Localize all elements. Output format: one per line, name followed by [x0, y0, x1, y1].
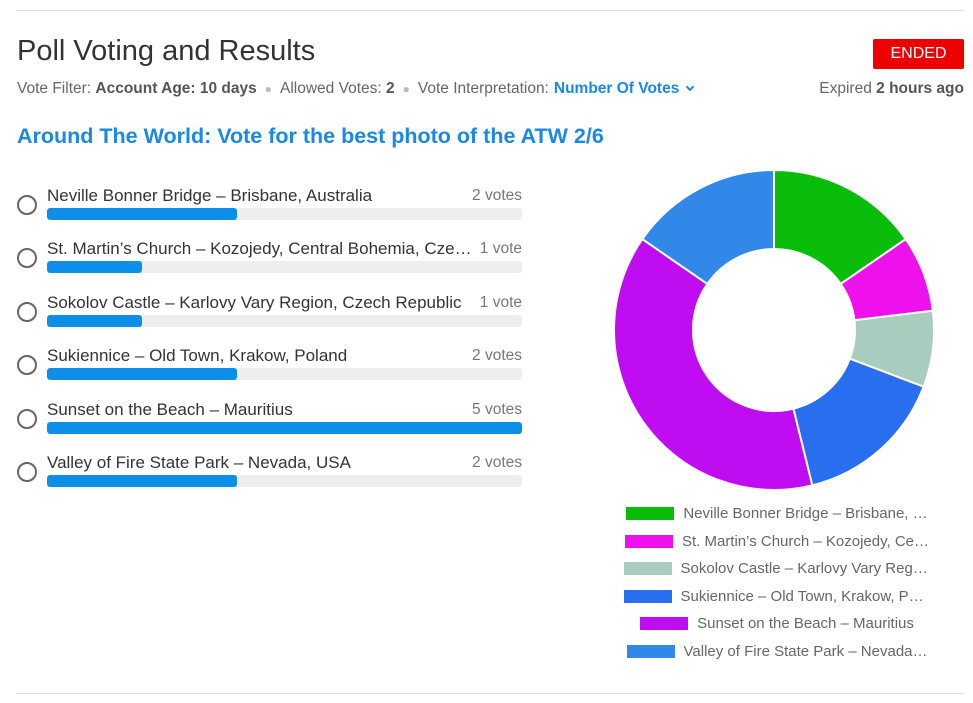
- option-label: Neville Bonner Bridge – Brisbane, Austra…: [47, 186, 373, 205]
- expired-value: 2 hours ago: [876, 80, 964, 97]
- status-badge: ENDED: [873, 39, 964, 69]
- legend-item[interactable]: Sunset on the Beach – Mauritius: [612, 610, 942, 638]
- option-label: Sokolov Castle – Karlovy Vary Region, Cz…: [47, 293, 462, 312]
- bottom-divider: [17, 693, 964, 694]
- vote-bar-fill: [47, 261, 142, 273]
- legend-swatch: [640, 617, 689, 631]
- vote-bar-fill: [47, 208, 237, 220]
- legend-item[interactable]: Neville Bonner Bridge – Brisbane, …: [612, 500, 942, 528]
- option-vote-count: 2 votes: [472, 187, 522, 204]
- poll-option[interactable]: Sokolov Castle – Karlovy Vary Region, Cz…: [17, 293, 522, 333]
- expiry-info: Expired 2 hours ago: [819, 80, 964, 98]
- legend-label: St. Martin’s Church – Kozojedy, Ce…: [681, 532, 930, 550]
- vote-bar-fill: [47, 315, 142, 327]
- option-vote-count: 5 votes: [472, 401, 522, 418]
- donut-slice: [613, 237, 814, 491]
- option-label: St. Martin’s Church – Kozojedy, Central …: [47, 239, 475, 258]
- legend-swatch: [626, 507, 675, 521]
- donut-slice: [640, 168, 775, 286]
- radio-button[interactable]: [17, 248, 37, 268]
- vote-bar-track: [47, 422, 522, 434]
- vote-bar-fill: [47, 368, 237, 380]
- allowed-votes-value: 2: [386, 80, 395, 97]
- legend-swatch: [623, 589, 672, 603]
- interpretation-label: Vote Interpretation:: [417, 80, 549, 97]
- legend-label: Neville Bonner Bridge – Brisbane, …: [683, 505, 928, 523]
- legend-item[interactable]: Sokolov Castle – Karlovy Vary Regi…: [612, 555, 942, 583]
- legend-label: Sunset on the Beach – Mauritius: [697, 615, 914, 633]
- option-vote-count: 1 vote: [479, 240, 522, 257]
- separator-dot: ●: [264, 82, 273, 96]
- option-label: Sunset on the Beach – Mauritius: [47, 400, 293, 419]
- radio-button[interactable]: [17, 409, 37, 429]
- poll-option[interactable]: Sukiennice – Old Town, Krakow, Poland 2 v…: [17, 346, 522, 386]
- chart-legend: Neville Bonner Bridge – Brisbane, … St. M…: [612, 500, 942, 665]
- interpretation-value: Number Of Votes: [553, 80, 680, 97]
- vote-bar-track: [47, 315, 522, 327]
- legend-item[interactable]: Valley of Fire State Park – Nevada…: [612, 638, 942, 666]
- interpretation-dropdown[interactable]: Number Of Votes: [553, 80, 695, 98]
- poll-option[interactable]: Valley of Fire State Park – Nevada, USA 2…: [17, 453, 522, 493]
- chevron-down-icon: [686, 82, 695, 92]
- legend-label: Valley of Fire State Park – Nevada…: [683, 642, 928, 660]
- option-vote-count: 2 votes: [472, 454, 522, 471]
- radio-button[interactable]: [17, 195, 37, 215]
- poll-option[interactable]: St. Martin’s Church – Kozojedy, Central …: [17, 239, 522, 279]
- allowed-votes-label: Allowed Votes:: [280, 80, 382, 97]
- legend-swatch: [624, 534, 673, 548]
- poll-meta: Vote Filter: Account Age: 10 days ● Allo…: [17, 80, 695, 98]
- poll-title[interactable]: Around The World: Vote for the best phot…: [17, 124, 604, 148]
- results-donut-chart: [613, 168, 935, 491]
- option-vote-count: 2 votes: [472, 347, 522, 364]
- vote-bar-track: [47, 368, 522, 380]
- page-title: Poll Voting and Results: [17, 35, 316, 67]
- legend-label: Sukiennice – Old Town, Krakow, Pol…: [680, 587, 931, 605]
- poll-option[interactable]: Sunset on the Beach – Mauritius 5 votes: [17, 400, 522, 440]
- radio-button[interactable]: [17, 355, 37, 375]
- option-label: Valley of Fire State Park – Nevada, USA: [47, 453, 351, 472]
- vote-bar-fill: [47, 422, 522, 434]
- vote-bar-fill: [47, 475, 237, 487]
- vote-filter-value: Account Age: 10 days: [95, 80, 257, 97]
- poll-option[interactable]: Neville Bonner Bridge – Brisbane, Austra…: [17, 186, 522, 226]
- vote-bar-track: [47, 208, 522, 220]
- expired-label: Expired: [819, 80, 872, 97]
- legend-swatch: [623, 562, 672, 576]
- legend-swatch: [626, 644, 675, 658]
- vote-bar-track: [47, 261, 522, 273]
- option-vote-count: 1 vote: [479, 294, 522, 311]
- legend-label: Sokolov Castle – Karlovy Vary Regi…: [680, 560, 931, 578]
- separator-dot: ●: [402, 82, 410, 96]
- radio-button[interactable]: [17, 302, 37, 322]
- vote-bar-track: [47, 475, 522, 487]
- option-label: Sukiennice – Old Town, Krakow, Poland: [47, 346, 348, 365]
- legend-item[interactable]: Sukiennice – Old Town, Krakow, Pol…: [612, 583, 942, 611]
- legend-item[interactable]: St. Martin’s Church – Kozojedy, Ce…: [612, 528, 942, 556]
- vote-filter-label: Vote Filter:: [17, 80, 92, 97]
- top-divider: [17, 10, 964, 11]
- radio-button[interactable]: [17, 462, 37, 482]
